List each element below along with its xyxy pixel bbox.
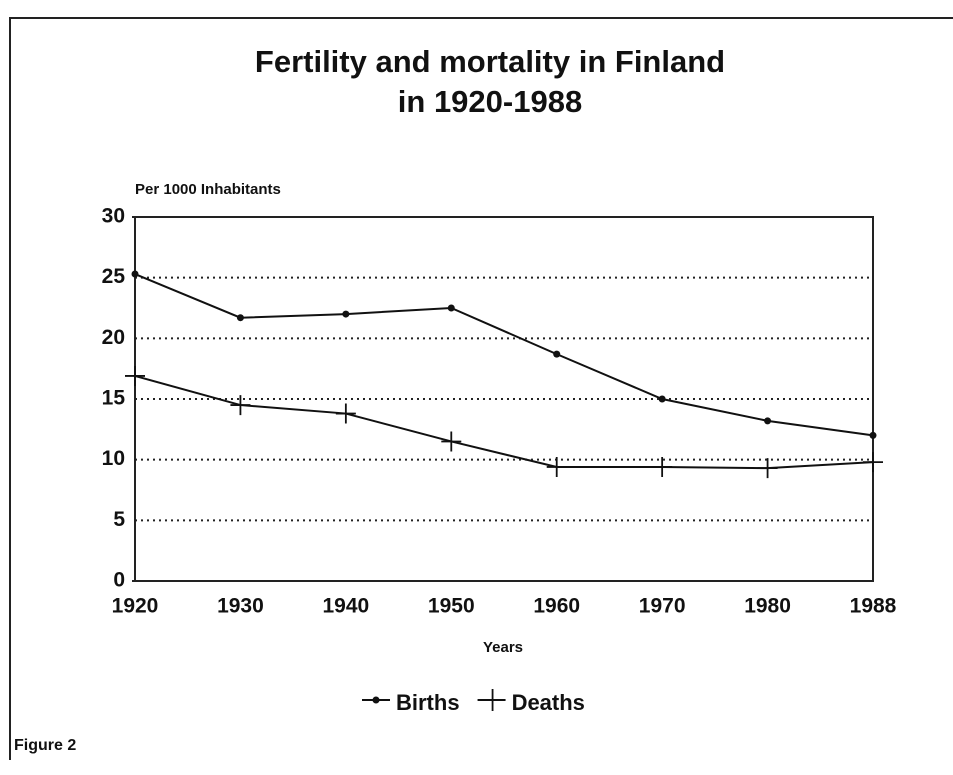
marker-shape bbox=[546, 456, 567, 477]
y-tick-label: 20 bbox=[102, 326, 125, 349]
marker bbox=[652, 456, 673, 477]
marker bbox=[230, 395, 251, 416]
marker-shape bbox=[863, 452, 883, 473]
x-tick-label: 1920 bbox=[112, 595, 159, 618]
y-tick-label: 0 bbox=[113, 569, 125, 592]
y-axis-label: Per 1000 Inhabitants bbox=[135, 181, 281, 198]
marker-shape bbox=[757, 458, 778, 479]
series-line bbox=[134, 374, 874, 470]
marker-shape bbox=[441, 431, 462, 452]
y-tick-label: 10 bbox=[102, 447, 125, 470]
legend-marker bbox=[372, 696, 380, 704]
caption: Figure 2 bbox=[14, 737, 76, 754]
x-tick-label: 1980 bbox=[744, 595, 791, 618]
chart-title: Fertility and mortality in Finland bbox=[255, 44, 725, 79]
x-tick-label: 1960 bbox=[533, 595, 580, 618]
plot-frame bbox=[134, 216, 874, 582]
legend-item: Deaths bbox=[477, 689, 585, 715]
marker bbox=[553, 350, 561, 358]
y-tick-label: 5 bbox=[113, 508, 125, 531]
marker bbox=[546, 456, 567, 477]
frame bbox=[9, 17, 953, 760]
x-tick-label: 1930 bbox=[217, 595, 264, 618]
marker-shape bbox=[125, 365, 145, 386]
marker bbox=[658, 395, 666, 403]
x-tick-label: 1988 bbox=[850, 595, 897, 618]
legend-label: Births bbox=[396, 690, 460, 715]
chart-title: in 1920-1988 bbox=[398, 84, 582, 119]
marker bbox=[342, 310, 350, 318]
marker bbox=[125, 365, 145, 386]
marker bbox=[869, 431, 877, 439]
legend-marker bbox=[481, 689, 504, 711]
legend-label: Deaths bbox=[512, 690, 585, 715]
marker bbox=[236, 314, 244, 322]
y-tick-label: 15 bbox=[102, 387, 126, 410]
marker bbox=[757, 458, 778, 479]
x-tick-label: 1970 bbox=[639, 595, 686, 618]
marker bbox=[335, 403, 356, 424]
y-tick-label: 30 bbox=[102, 205, 125, 228]
marker bbox=[131, 270, 139, 278]
legend-item: Births bbox=[362, 690, 460, 715]
marker-shape bbox=[652, 456, 673, 477]
marker-shape bbox=[230, 395, 251, 416]
marker bbox=[447, 304, 455, 312]
series-line bbox=[134, 273, 874, 437]
y-tick-label: 25 bbox=[102, 265, 126, 288]
x-axis-label: Years bbox=[483, 639, 523, 656]
marker bbox=[764, 417, 772, 425]
marker-shape bbox=[335, 403, 356, 424]
x-tick-label: 1950 bbox=[428, 595, 475, 618]
marker bbox=[441, 431, 462, 452]
x-tick-label: 1940 bbox=[322, 595, 369, 618]
marker bbox=[863, 452, 883, 473]
